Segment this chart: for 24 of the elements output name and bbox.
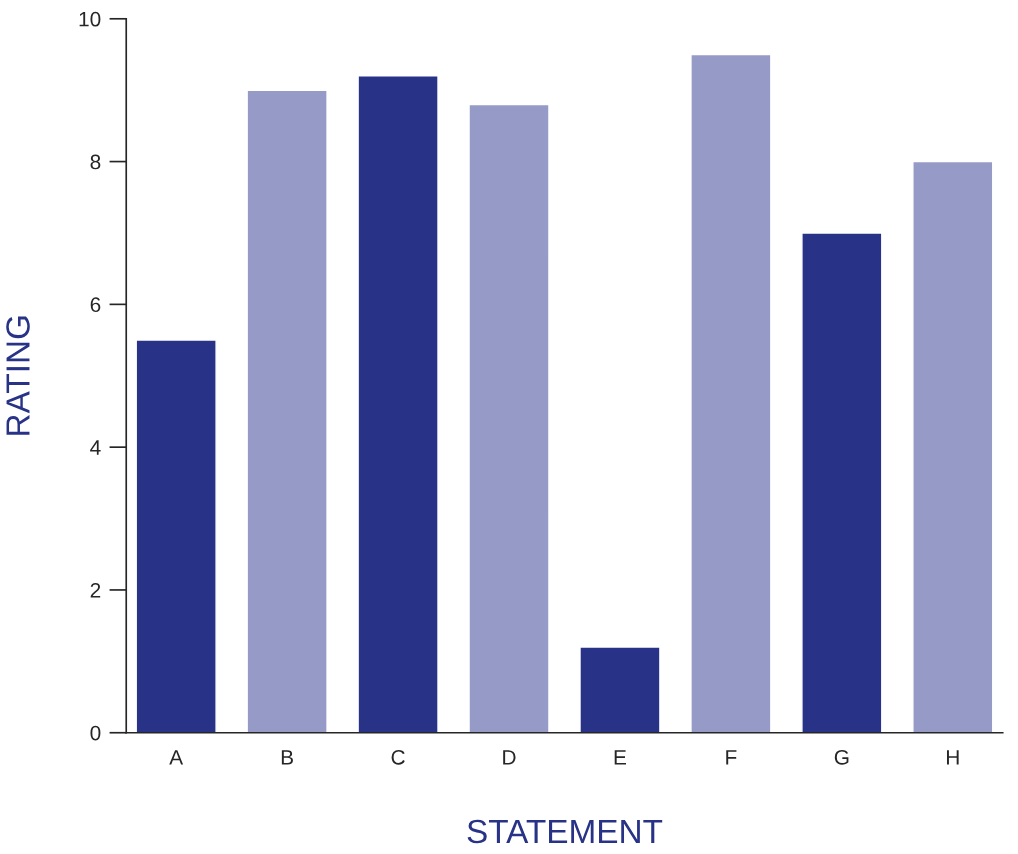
bar xyxy=(801,232,883,733)
bar xyxy=(357,75,439,733)
x-tick-label: G xyxy=(834,749,849,765)
bar xyxy=(246,89,328,733)
x-tick-label: D xyxy=(503,750,516,765)
x-tick-label: H xyxy=(946,750,959,765)
bar xyxy=(912,160,994,733)
x-tick-label: F xyxy=(726,750,737,765)
bar xyxy=(690,53,772,733)
bar xyxy=(468,103,550,733)
x-tick-label: B xyxy=(281,750,293,765)
y-tick-label: 10 xyxy=(79,11,101,27)
x-tick-label: A xyxy=(169,750,184,765)
y-tick-label: 2 xyxy=(90,582,101,598)
y-tick-label: 6 xyxy=(90,297,101,313)
y-tick-label: 8 xyxy=(90,154,101,170)
bar xyxy=(135,339,217,733)
x-tick-label: E xyxy=(614,750,627,765)
y-axis-title: RATING xyxy=(6,316,30,435)
bar xyxy=(579,646,661,733)
y-tick-label: 4 xyxy=(90,440,101,455)
y-tick-label: 0 xyxy=(90,725,101,741)
x-axis-title: STATEMENT xyxy=(467,819,663,844)
x-tick-label: C xyxy=(391,749,405,765)
